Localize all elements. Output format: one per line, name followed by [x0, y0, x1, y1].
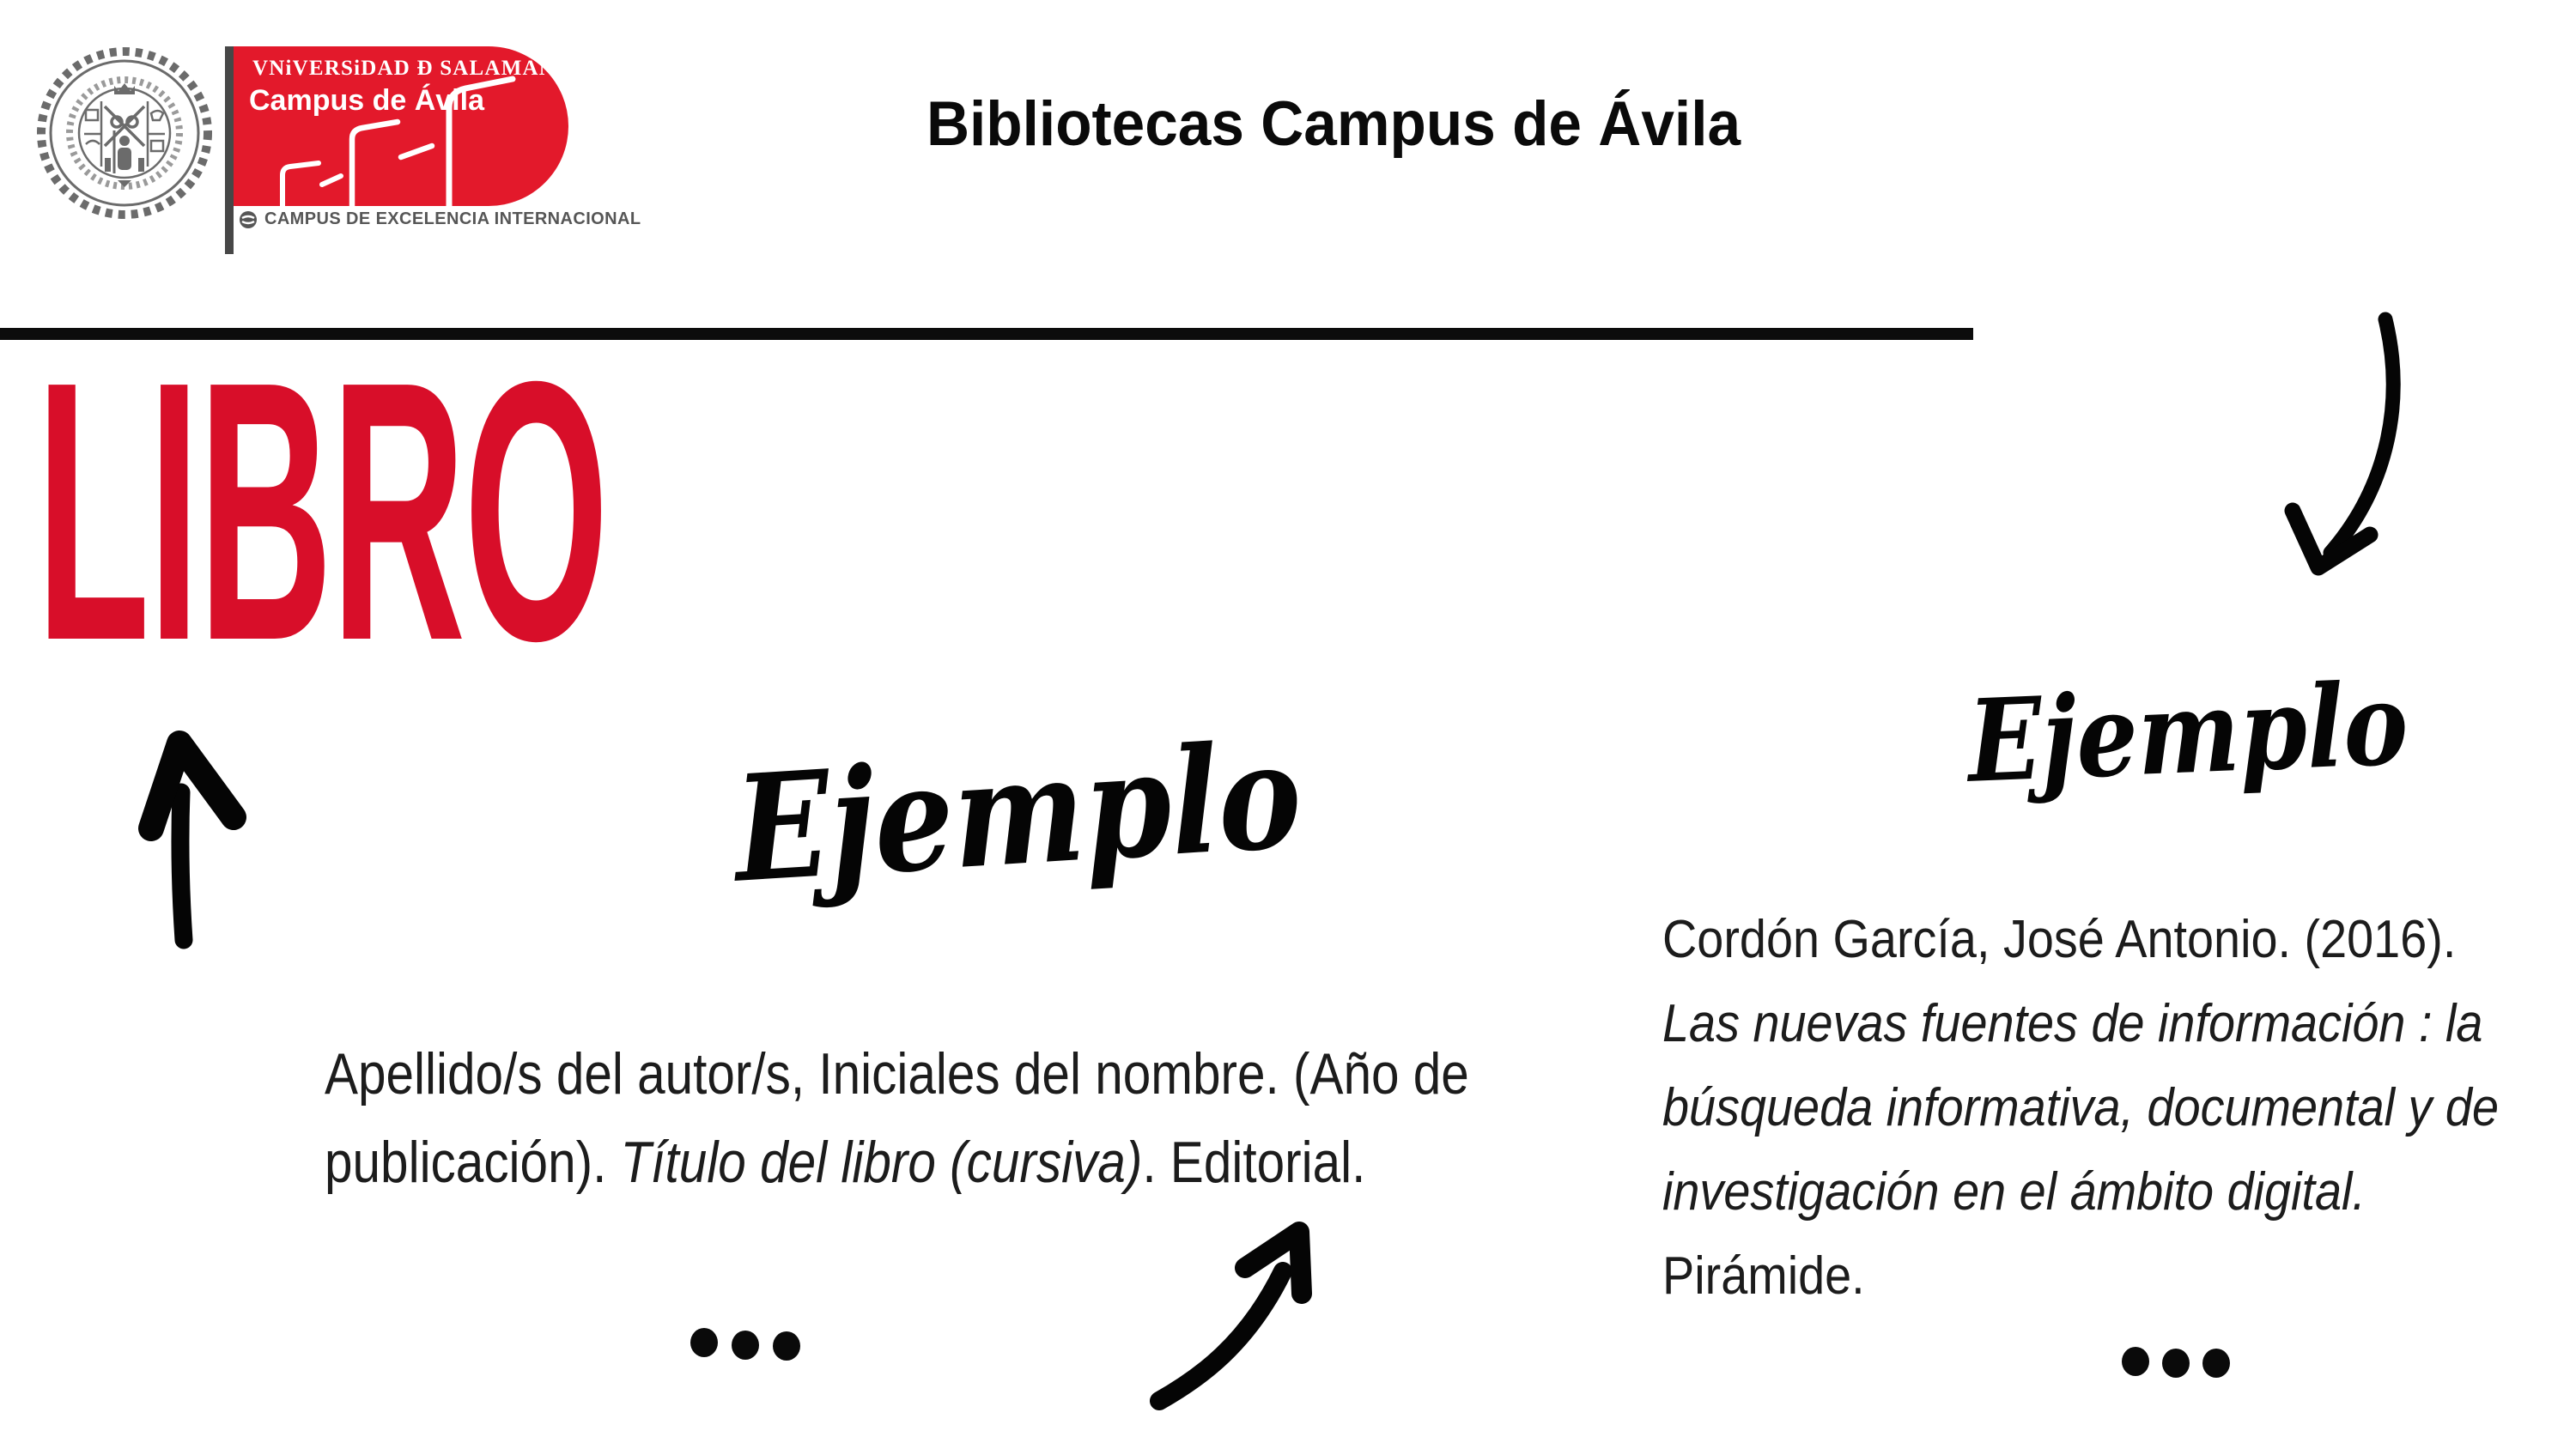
example-label-center: Ejemplo	[731, 709, 1305, 916]
banner-university-name: VNiVERSiDAD Ð SALAMANCA	[252, 57, 589, 80]
heading-libro-text: LIBRO	[36, 306, 607, 718]
format-line2-pre: publicación).	[325, 1130, 621, 1195]
format-line2-post: . Editorial.	[1142, 1130, 1366, 1195]
citation-line3: búsqueda informativa, documental y de	[1662, 1078, 2499, 1137]
citation-line4: investigación en el ámbito digital.	[1662, 1162, 2366, 1222]
excellence-badge-icon	[240, 210, 257, 228]
format-line2-italic: Título del libro (cursiva)	[620, 1130, 1143, 1195]
heading-libro: LIBRO	[36, 306, 609, 718]
arrow-up-right-curved-icon	[1150, 1222, 1312, 1410]
logo-divider-bar	[225, 46, 234, 254]
citation-line5: Pirámide.	[1662, 1246, 1865, 1306]
arrow-down-curved-icon	[2284, 312, 2401, 576]
ellipsis-dots-left-icon	[690, 1328, 800, 1361]
university-seal-icon	[37, 47, 212, 219]
banner-campus-name: Campus de Ávila	[249, 84, 484, 117]
example-citation-text: Cordón García, José Antonio. (2016). Las…	[1662, 898, 2576, 1319]
citation-format-text: Apellido/s del autor/s, Iniciales del no…	[325, 1030, 1617, 1207]
citation-line1: Cordón García, José Antonio. (2016).	[1662, 910, 2457, 969]
streetlights-icon	[280, 76, 516, 206]
format-line1: Apellido/s del autor/s, Iniciales del no…	[325, 1041, 1469, 1106]
excellence-row: CAMPUS DE EXCELENCIA INTERNACIONAL	[239, 209, 641, 229]
citation-line2: Las nuevas fuentes de información : la	[1662, 994, 2483, 1053]
usal-campus-banner: VNiVERSiDAD Ð SALAMANCA Campus de Ávila	[234, 46, 587, 206]
example-label-right: Ejemplo	[1965, 657, 2410, 809]
divider-rule	[0, 328, 1973, 340]
page-title: Bibliotecas Campus de Ávila	[926, 89, 1741, 159]
excellence-label: CAMPUS DE EXCELENCIA INTERNACIONAL	[264, 209, 641, 228]
ellipsis-dots-right-icon	[2122, 1347, 2230, 1378]
arrow-up-icon	[138, 731, 246, 949]
